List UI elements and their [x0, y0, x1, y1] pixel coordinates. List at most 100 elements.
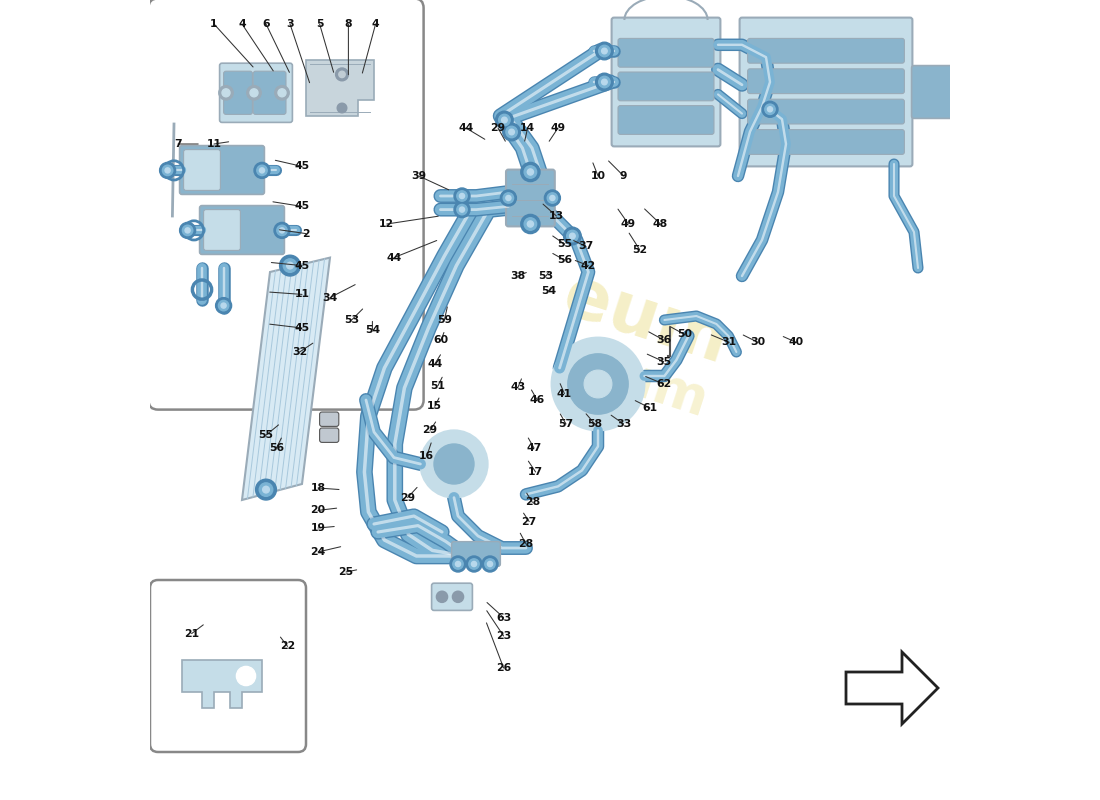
Circle shape — [472, 562, 476, 566]
Circle shape — [460, 207, 464, 212]
Text: 32: 32 — [292, 347, 307, 357]
Circle shape — [566, 230, 579, 242]
Text: 4: 4 — [239, 19, 245, 29]
FancyBboxPatch shape — [204, 210, 241, 250]
Circle shape — [179, 222, 196, 238]
Text: 11: 11 — [295, 290, 309, 299]
Text: 24: 24 — [310, 547, 326, 557]
Circle shape — [279, 255, 300, 276]
Circle shape — [563, 227, 581, 245]
Text: 48: 48 — [652, 219, 668, 229]
Text: 43: 43 — [510, 382, 526, 392]
Text: 47: 47 — [527, 443, 541, 453]
Text: 53: 53 — [344, 315, 360, 325]
Circle shape — [160, 162, 176, 178]
Text: 45: 45 — [295, 202, 309, 211]
Text: 37: 37 — [579, 242, 594, 251]
Text: 34: 34 — [322, 293, 338, 302]
FancyBboxPatch shape — [618, 72, 714, 101]
FancyBboxPatch shape — [506, 170, 554, 226]
Circle shape — [250, 89, 258, 97]
Text: 20: 20 — [310, 506, 326, 515]
Text: 29: 29 — [491, 123, 506, 133]
Circle shape — [602, 48, 607, 54]
Text: 54: 54 — [365, 325, 380, 334]
Circle shape — [336, 68, 349, 81]
Circle shape — [420, 430, 487, 498]
Circle shape — [570, 233, 575, 239]
Circle shape — [339, 71, 345, 78]
Circle shape — [544, 190, 560, 206]
Polygon shape — [182, 660, 262, 708]
Circle shape — [287, 262, 294, 269]
Text: 49: 49 — [620, 219, 636, 229]
Circle shape — [263, 486, 270, 493]
Circle shape — [460, 194, 464, 198]
Circle shape — [485, 558, 495, 570]
Text: 12: 12 — [379, 219, 395, 229]
Circle shape — [338, 103, 346, 113]
Text: 35: 35 — [656, 357, 671, 366]
Text: 2: 2 — [302, 229, 310, 238]
Circle shape — [456, 204, 468, 215]
Circle shape — [496, 111, 514, 129]
Circle shape — [277, 225, 287, 235]
FancyBboxPatch shape — [150, 580, 306, 752]
Circle shape — [595, 74, 613, 90]
Circle shape — [275, 86, 289, 100]
Polygon shape — [846, 652, 938, 724]
Circle shape — [456, 190, 468, 202]
Text: 40: 40 — [789, 338, 804, 347]
Circle shape — [602, 79, 607, 85]
Circle shape — [500, 190, 516, 206]
Circle shape — [455, 562, 461, 566]
Text: 53: 53 — [538, 271, 553, 281]
Text: 49: 49 — [550, 123, 565, 133]
Polygon shape — [242, 258, 330, 500]
Text: 52: 52 — [632, 245, 647, 254]
Circle shape — [469, 558, 480, 570]
Text: eum: eum — [578, 339, 715, 429]
FancyBboxPatch shape — [220, 63, 293, 122]
Text: 28: 28 — [525, 498, 540, 507]
Text: 5: 5 — [316, 19, 323, 29]
Text: 42: 42 — [581, 261, 596, 270]
Text: 19: 19 — [310, 523, 326, 533]
Text: 55: 55 — [557, 239, 572, 249]
Text: 16: 16 — [419, 451, 435, 461]
Text: 4: 4 — [372, 19, 379, 29]
Text: 7: 7 — [174, 139, 182, 149]
Circle shape — [163, 165, 173, 176]
FancyBboxPatch shape — [748, 38, 904, 63]
Text: 29: 29 — [422, 426, 438, 435]
Text: 29: 29 — [400, 493, 415, 502]
Text: 27: 27 — [521, 517, 537, 526]
Circle shape — [246, 86, 261, 100]
Circle shape — [255, 479, 276, 500]
Circle shape — [450, 556, 466, 572]
Text: 17: 17 — [528, 467, 543, 477]
FancyBboxPatch shape — [148, 0, 424, 410]
FancyBboxPatch shape — [452, 542, 500, 566]
Circle shape — [466, 556, 482, 572]
Text: 13: 13 — [549, 211, 564, 221]
FancyBboxPatch shape — [748, 69, 904, 94]
Circle shape — [219, 301, 229, 310]
Text: 23: 23 — [496, 631, 512, 641]
Circle shape — [768, 106, 772, 112]
Circle shape — [498, 114, 510, 126]
Circle shape — [452, 591, 463, 602]
FancyBboxPatch shape — [320, 428, 339, 442]
Circle shape — [279, 228, 285, 233]
Circle shape — [453, 558, 463, 570]
FancyBboxPatch shape — [431, 583, 472, 610]
Text: 56: 56 — [268, 443, 284, 453]
Circle shape — [256, 165, 267, 176]
FancyBboxPatch shape — [912, 66, 953, 118]
FancyBboxPatch shape — [199, 206, 285, 254]
Circle shape — [437, 591, 448, 602]
Circle shape — [520, 162, 540, 182]
Circle shape — [454, 188, 470, 204]
Circle shape — [236, 666, 255, 686]
Circle shape — [551, 338, 645, 430]
